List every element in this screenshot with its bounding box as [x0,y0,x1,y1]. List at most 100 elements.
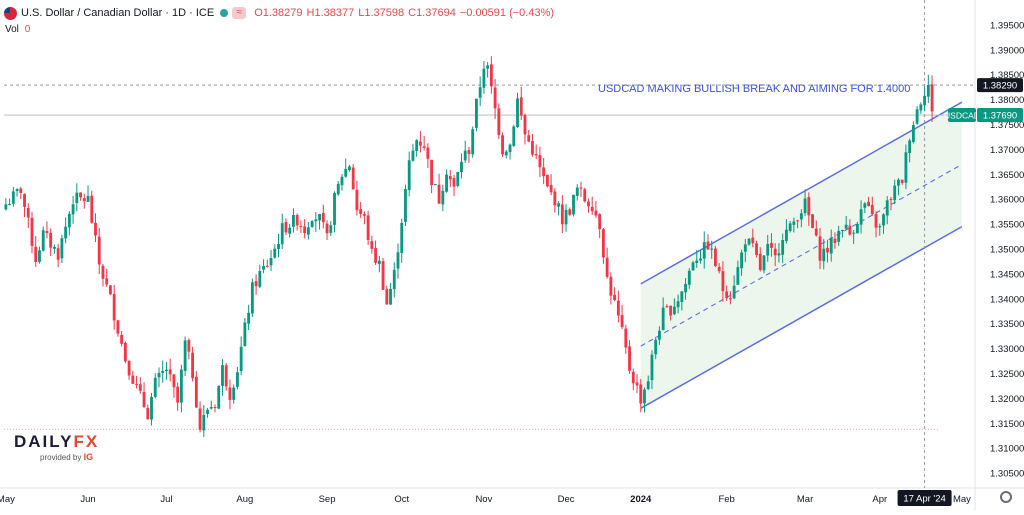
x-tick-label: May [0,494,15,505]
candle-body [613,294,617,301]
candle-body [359,209,363,214]
candle-body [168,369,172,375]
candle-body [781,239,785,255]
candle-body [116,320,120,334]
candle-body [590,206,594,212]
crosshair-date-label: 17 Apr '24 [903,494,946,505]
candle-body [609,276,613,296]
candle-body [859,209,863,225]
candle-body [736,267,740,285]
candle-body [351,167,355,190]
candle-body [486,65,490,69]
candle-body [381,261,385,290]
candle-body [362,214,366,216]
candle-body [418,141,422,146]
x-tick-label: Oct [394,494,409,505]
candle-body [773,248,777,256]
volume-legend: Vol 0 [5,24,30,35]
candle-body [56,248,60,260]
candle-body [788,223,792,231]
candle-body [213,407,217,409]
candle-body [348,166,351,171]
symbol-title[interactable]: U.S. Dollar / Canadian Dollar · 1D · ICE [21,7,215,19]
candle-body [643,389,646,404]
crosshair-date-tag [897,490,952,506]
ref-price-tag [977,78,1023,93]
candle-body [650,354,654,381]
candle-body [706,241,710,250]
candle-body [519,97,523,116]
candle-body [239,346,243,372]
candle-body [82,198,86,202]
ohlc-change: −0.00591 (−0.43%) [459,7,555,19]
settings-gear-icon[interactable] [1000,491,1012,503]
candle-body [247,312,251,324]
candle-body [874,214,878,228]
x-tick-label: Mar [797,494,813,505]
candle-body [676,301,680,308]
candle-body [512,126,516,146]
y-tick-label: 1.35000 [990,245,1024,256]
x-tick-label: Feb [718,494,734,505]
candle-body [594,210,598,216]
candle-body [755,243,758,255]
ref-price-label: 1.38290 [983,81,1017,92]
ohlc-close: C1.37694 [408,7,456,19]
candle-body [45,231,49,234]
candle-body [41,230,45,251]
candle-body [165,369,168,372]
candle-body [833,238,837,243]
candle-body [374,248,378,263]
candle-body [344,168,348,177]
candle-body [482,68,486,88]
ohlc-high: H1.38377 [306,7,355,19]
candle-body [493,87,497,109]
candle-body [807,197,811,216]
candle-body [822,248,826,262]
candle-body [146,407,150,420]
candle-body [71,204,75,215]
market-status-dot-icon [220,9,229,17]
candle-body [396,252,400,269]
y-tick-label: 1.34500 [990,269,1024,280]
candle-body [150,396,153,420]
logo-brand-b: FX [73,432,100,451]
x-tick-label: 2024 [630,494,652,505]
candle-body [109,285,112,295]
candle-body [855,223,859,234]
candle-body [206,409,209,414]
candle-body [732,285,736,299]
x-tick-label: Sep [319,494,336,505]
candle-body [792,221,796,225]
compare-symbol-icon[interactable]: ≈ [232,7,247,19]
candle-body [209,406,213,409]
candle-body [288,227,292,234]
candle-body [852,232,856,234]
candle-body [273,248,277,258]
y-tick-label: 1.30500 [990,469,1024,480]
candle-body [191,352,195,379]
candle-body [202,414,206,431]
candle-body [628,346,631,371]
candle-body [86,195,90,202]
candle-body [766,243,770,256]
candle-body [926,84,930,97]
candle-body [284,222,288,233]
candle-body [456,172,460,186]
candle-body [770,242,773,248]
candle-body [803,198,807,214]
candle-body [467,150,471,154]
y-tick-label: 1.37500 [990,120,1024,131]
candle-body [142,391,146,407]
candle-body [172,374,176,388]
volume-label: Vol [5,24,19,35]
candle-body [153,377,157,397]
candle-body [919,104,923,111]
chart-annotation: USDCAD MAKING BULLISH BREAK AND AIMING F… [598,83,910,95]
candle-body [560,204,564,225]
candle-body [441,190,445,205]
candle-body [762,255,766,271]
ohlc-low: L1.37598 [358,7,405,19]
